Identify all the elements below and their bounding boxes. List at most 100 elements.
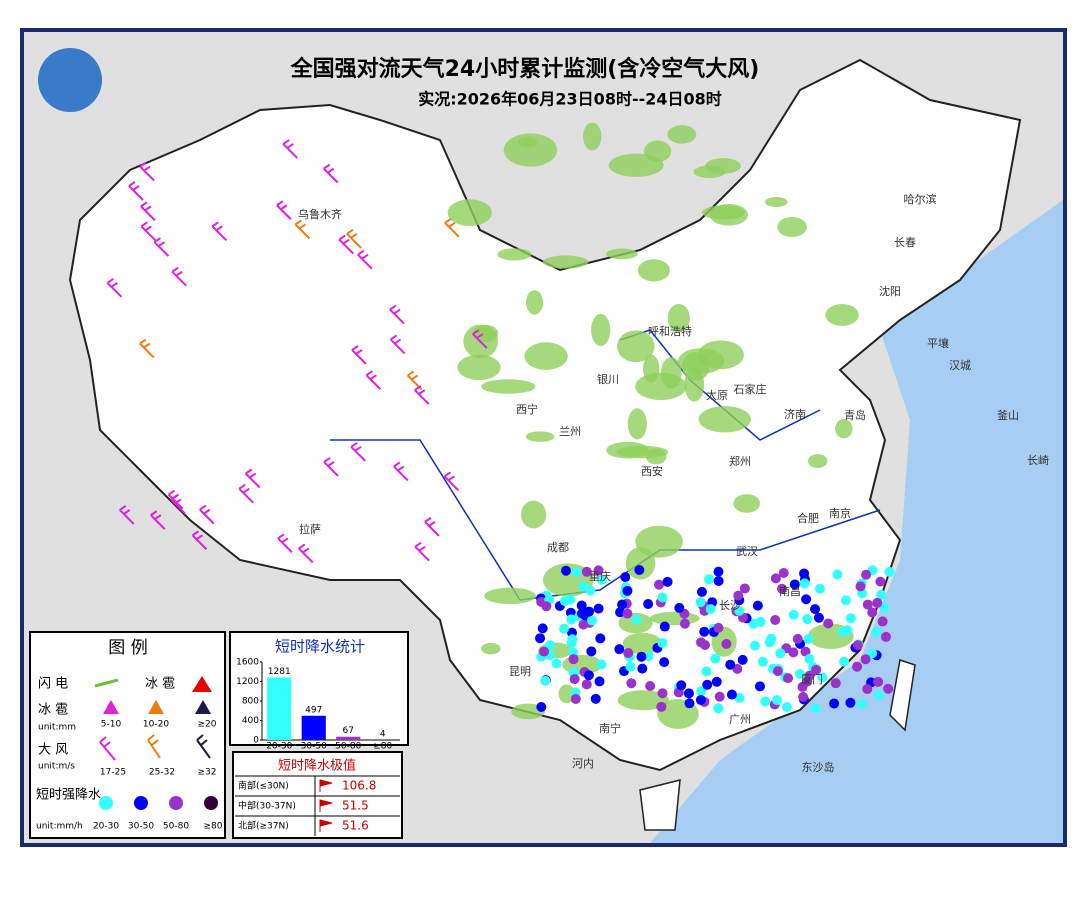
rain-dot (596, 659, 606, 669)
rain-area (733, 494, 760, 513)
rain-dot (871, 627, 881, 637)
city-label: 河内 (572, 756, 594, 770)
city-label: 长春 (894, 236, 916, 249)
rain-icon (134, 796, 148, 810)
legend-level: ≥80 (204, 822, 223, 832)
rain-dot (696, 597, 706, 607)
rain-area (609, 154, 664, 177)
extremes-title: 短时降水极值 (278, 758, 356, 774)
rain-dot (591, 694, 601, 704)
rain-dot (779, 568, 789, 578)
region: 南部(≤30N) (238, 780, 289, 792)
city-label: 釜山 (997, 408, 1019, 422)
rain-dot (645, 681, 655, 691)
rain-dot (846, 613, 856, 623)
rain-dot (634, 565, 644, 575)
rain-area (521, 501, 546, 529)
city-label: 兰州 (559, 425, 581, 438)
rain-dot (657, 638, 667, 648)
legend-label: 大 风 (38, 743, 68, 758)
rain-area (628, 408, 647, 439)
rain-dot (770, 615, 780, 625)
rain-dot (636, 652, 646, 662)
rain-icon (169, 796, 183, 810)
rain-dot (811, 704, 821, 714)
rain-dot (586, 646, 596, 656)
rain-dot (595, 633, 605, 643)
rain-area (484, 588, 536, 604)
rain-dot (622, 609, 632, 619)
rain-dot (536, 702, 546, 712)
city-label: 南昌 (779, 585, 801, 598)
rain-dot (800, 578, 810, 588)
city-label: 武汉 (736, 545, 758, 558)
rain-area (698, 340, 744, 369)
y-tick-label: 1600 (236, 658, 259, 668)
legend-box (30, 632, 225, 838)
rain-dot (551, 658, 561, 668)
legend-level: ≥32 (198, 768, 217, 778)
rain-dot (623, 648, 633, 658)
rain-dot (572, 567, 582, 577)
rain-area (497, 248, 531, 260)
rain-dot (727, 690, 737, 700)
rain-dot (782, 702, 792, 712)
rain-dot (773, 666, 783, 676)
city-label: 厦门 (801, 672, 823, 686)
rain-dot (765, 637, 775, 647)
legend-level: 25-32 (149, 768, 175, 778)
city-label: 广州 (729, 713, 751, 726)
legend-title: 图 例 (108, 638, 147, 658)
legend-level: 20-30 (93, 822, 119, 832)
rain-dot (843, 625, 853, 635)
rain-dot (700, 640, 710, 650)
rain-dot (772, 695, 782, 705)
legend-level: 17-25 (100, 768, 126, 778)
value-label: 4 (380, 729, 386, 739)
rain-area (777, 217, 807, 237)
rain-dot (783, 673, 793, 683)
rain-area (635, 526, 682, 558)
rain-dot (713, 567, 723, 577)
legend-label: 冰 雹 (38, 703, 68, 718)
city-label: 长沙 (719, 599, 741, 612)
rain-area (638, 259, 670, 281)
rain-dot (632, 614, 642, 624)
rain-dot (738, 655, 748, 665)
rain-dot (706, 604, 716, 614)
chart-title: 短时降水统计 (275, 638, 365, 656)
city-label: 长崎 (1027, 453, 1049, 467)
rain-dot (658, 688, 668, 698)
rain-dot (758, 657, 768, 667)
legend-label: 短时强降水 (36, 788, 101, 803)
legend-level: 30-50 (128, 822, 154, 832)
rain-dot (658, 592, 668, 602)
rain-dot (578, 581, 588, 591)
legend-unit: unit:mm/h (36, 822, 83, 832)
extreme-value: 106.8 (342, 779, 376, 793)
rain-dot (874, 690, 884, 700)
rain-dot (559, 624, 569, 634)
bar (336, 737, 360, 740)
legend-unit: unit:m/s (38, 762, 75, 772)
rain-icon (204, 796, 218, 810)
rain-dot (684, 698, 694, 708)
rain-area (524, 342, 567, 370)
rain-area (457, 355, 500, 381)
extreme-value: 51.5 (342, 799, 369, 813)
rain-dot (594, 604, 604, 614)
rain-dot (595, 676, 605, 686)
rain-dot (760, 696, 770, 706)
rain-area (699, 406, 751, 432)
y-tick-label: 1200 (236, 677, 259, 687)
rain-dot (793, 634, 803, 644)
rain-dot (862, 684, 872, 694)
rain-dot (659, 657, 669, 667)
rain-dot (584, 670, 594, 680)
x-tick-label: ≥80 (373, 742, 392, 752)
rain-dot (696, 695, 706, 705)
logo (38, 48, 102, 112)
rain-dot (704, 574, 714, 584)
rain-area (825, 304, 859, 326)
city-label: 南京 (829, 506, 851, 520)
